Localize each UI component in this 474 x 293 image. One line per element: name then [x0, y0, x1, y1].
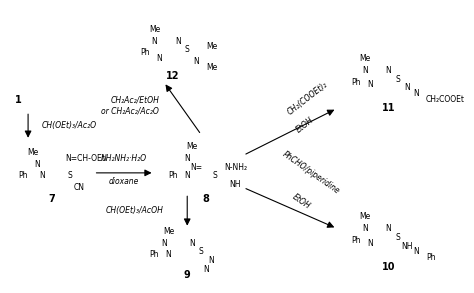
Text: CN: CN	[74, 183, 85, 192]
Text: S: S	[199, 248, 204, 256]
Text: S: S	[395, 75, 400, 84]
Text: 12: 12	[166, 71, 180, 81]
Text: EtOH: EtOH	[290, 192, 311, 211]
Text: N: N	[189, 239, 195, 248]
Text: Me: Me	[27, 148, 38, 157]
Text: CH(OEt)₃/Ac₂O: CH(OEt)₃/Ac₂O	[42, 122, 97, 130]
Text: 11: 11	[382, 103, 395, 113]
Text: 9: 9	[184, 270, 191, 280]
Text: Ph: Ph	[18, 171, 28, 180]
Text: N: N	[184, 154, 190, 163]
Text: NH: NH	[229, 180, 241, 189]
Text: N: N	[152, 37, 157, 45]
Text: N: N	[414, 248, 419, 256]
Text: NH₂NH₂·H₂O: NH₂NH₂·H₂O	[101, 154, 147, 163]
Text: 8: 8	[202, 194, 210, 204]
Text: CH₂Ac₂/EtOH
or CH₂Ac₂/Ac₂O: CH₂Ac₂/EtOH or CH₂Ac₂/Ac₂O	[101, 96, 159, 115]
Text: N: N	[194, 57, 200, 66]
Text: Me: Me	[186, 142, 198, 151]
Text: Ph: Ph	[351, 78, 360, 86]
Text: PhCHO/piperidine: PhCHO/piperidine	[281, 150, 341, 196]
Text: N=: N=	[191, 163, 203, 171]
Text: N: N	[35, 160, 40, 168]
Text: Ph: Ph	[150, 251, 159, 259]
Text: Ph: Ph	[168, 171, 178, 180]
Text: CH₂(COOEt)₂: CH₂(COOEt)₂	[285, 80, 329, 117]
Text: N: N	[39, 171, 45, 180]
Text: N: N	[165, 251, 172, 259]
Text: Me: Me	[149, 25, 160, 34]
Text: N=CH-OEt: N=CH-OEt	[65, 154, 105, 163]
Text: 1: 1	[15, 95, 22, 105]
Text: 7: 7	[48, 194, 55, 204]
Text: N: N	[208, 256, 213, 265]
Text: S: S	[185, 45, 190, 54]
Text: N: N	[362, 66, 368, 75]
Text: CH₂COOEt: CH₂COOEt	[426, 95, 465, 104]
Text: N: N	[386, 66, 392, 75]
Text: N: N	[161, 239, 167, 248]
Text: Me: Me	[206, 63, 217, 72]
Text: Me: Me	[206, 42, 217, 51]
Text: Ph: Ph	[351, 236, 360, 245]
Text: N-NH₂: N-NH₂	[225, 163, 248, 171]
Text: Me: Me	[163, 227, 174, 236]
Text: 10: 10	[382, 262, 395, 272]
Text: N: N	[404, 84, 410, 92]
Text: N: N	[156, 54, 162, 63]
Text: S: S	[395, 233, 400, 242]
Text: dioxane: dioxane	[109, 177, 139, 186]
Text: N: N	[175, 37, 181, 45]
Text: S: S	[68, 171, 73, 180]
Text: N: N	[414, 89, 419, 98]
Text: Ph: Ph	[140, 48, 150, 57]
Text: Me: Me	[359, 212, 371, 221]
Text: Ph: Ph	[426, 253, 436, 262]
Text: N: N	[367, 239, 373, 248]
Text: S: S	[213, 171, 218, 180]
Text: EtOH: EtOH	[295, 116, 316, 135]
Text: CH(OEt)₃/AcOH: CH(OEt)₃/AcOH	[106, 207, 164, 215]
Text: N: N	[203, 265, 209, 274]
Text: Me: Me	[359, 54, 371, 63]
Text: N: N	[362, 224, 368, 233]
Text: NH: NH	[401, 242, 413, 251]
Text: N: N	[386, 224, 392, 233]
Text: N: N	[184, 171, 190, 180]
Text: N: N	[367, 81, 373, 89]
